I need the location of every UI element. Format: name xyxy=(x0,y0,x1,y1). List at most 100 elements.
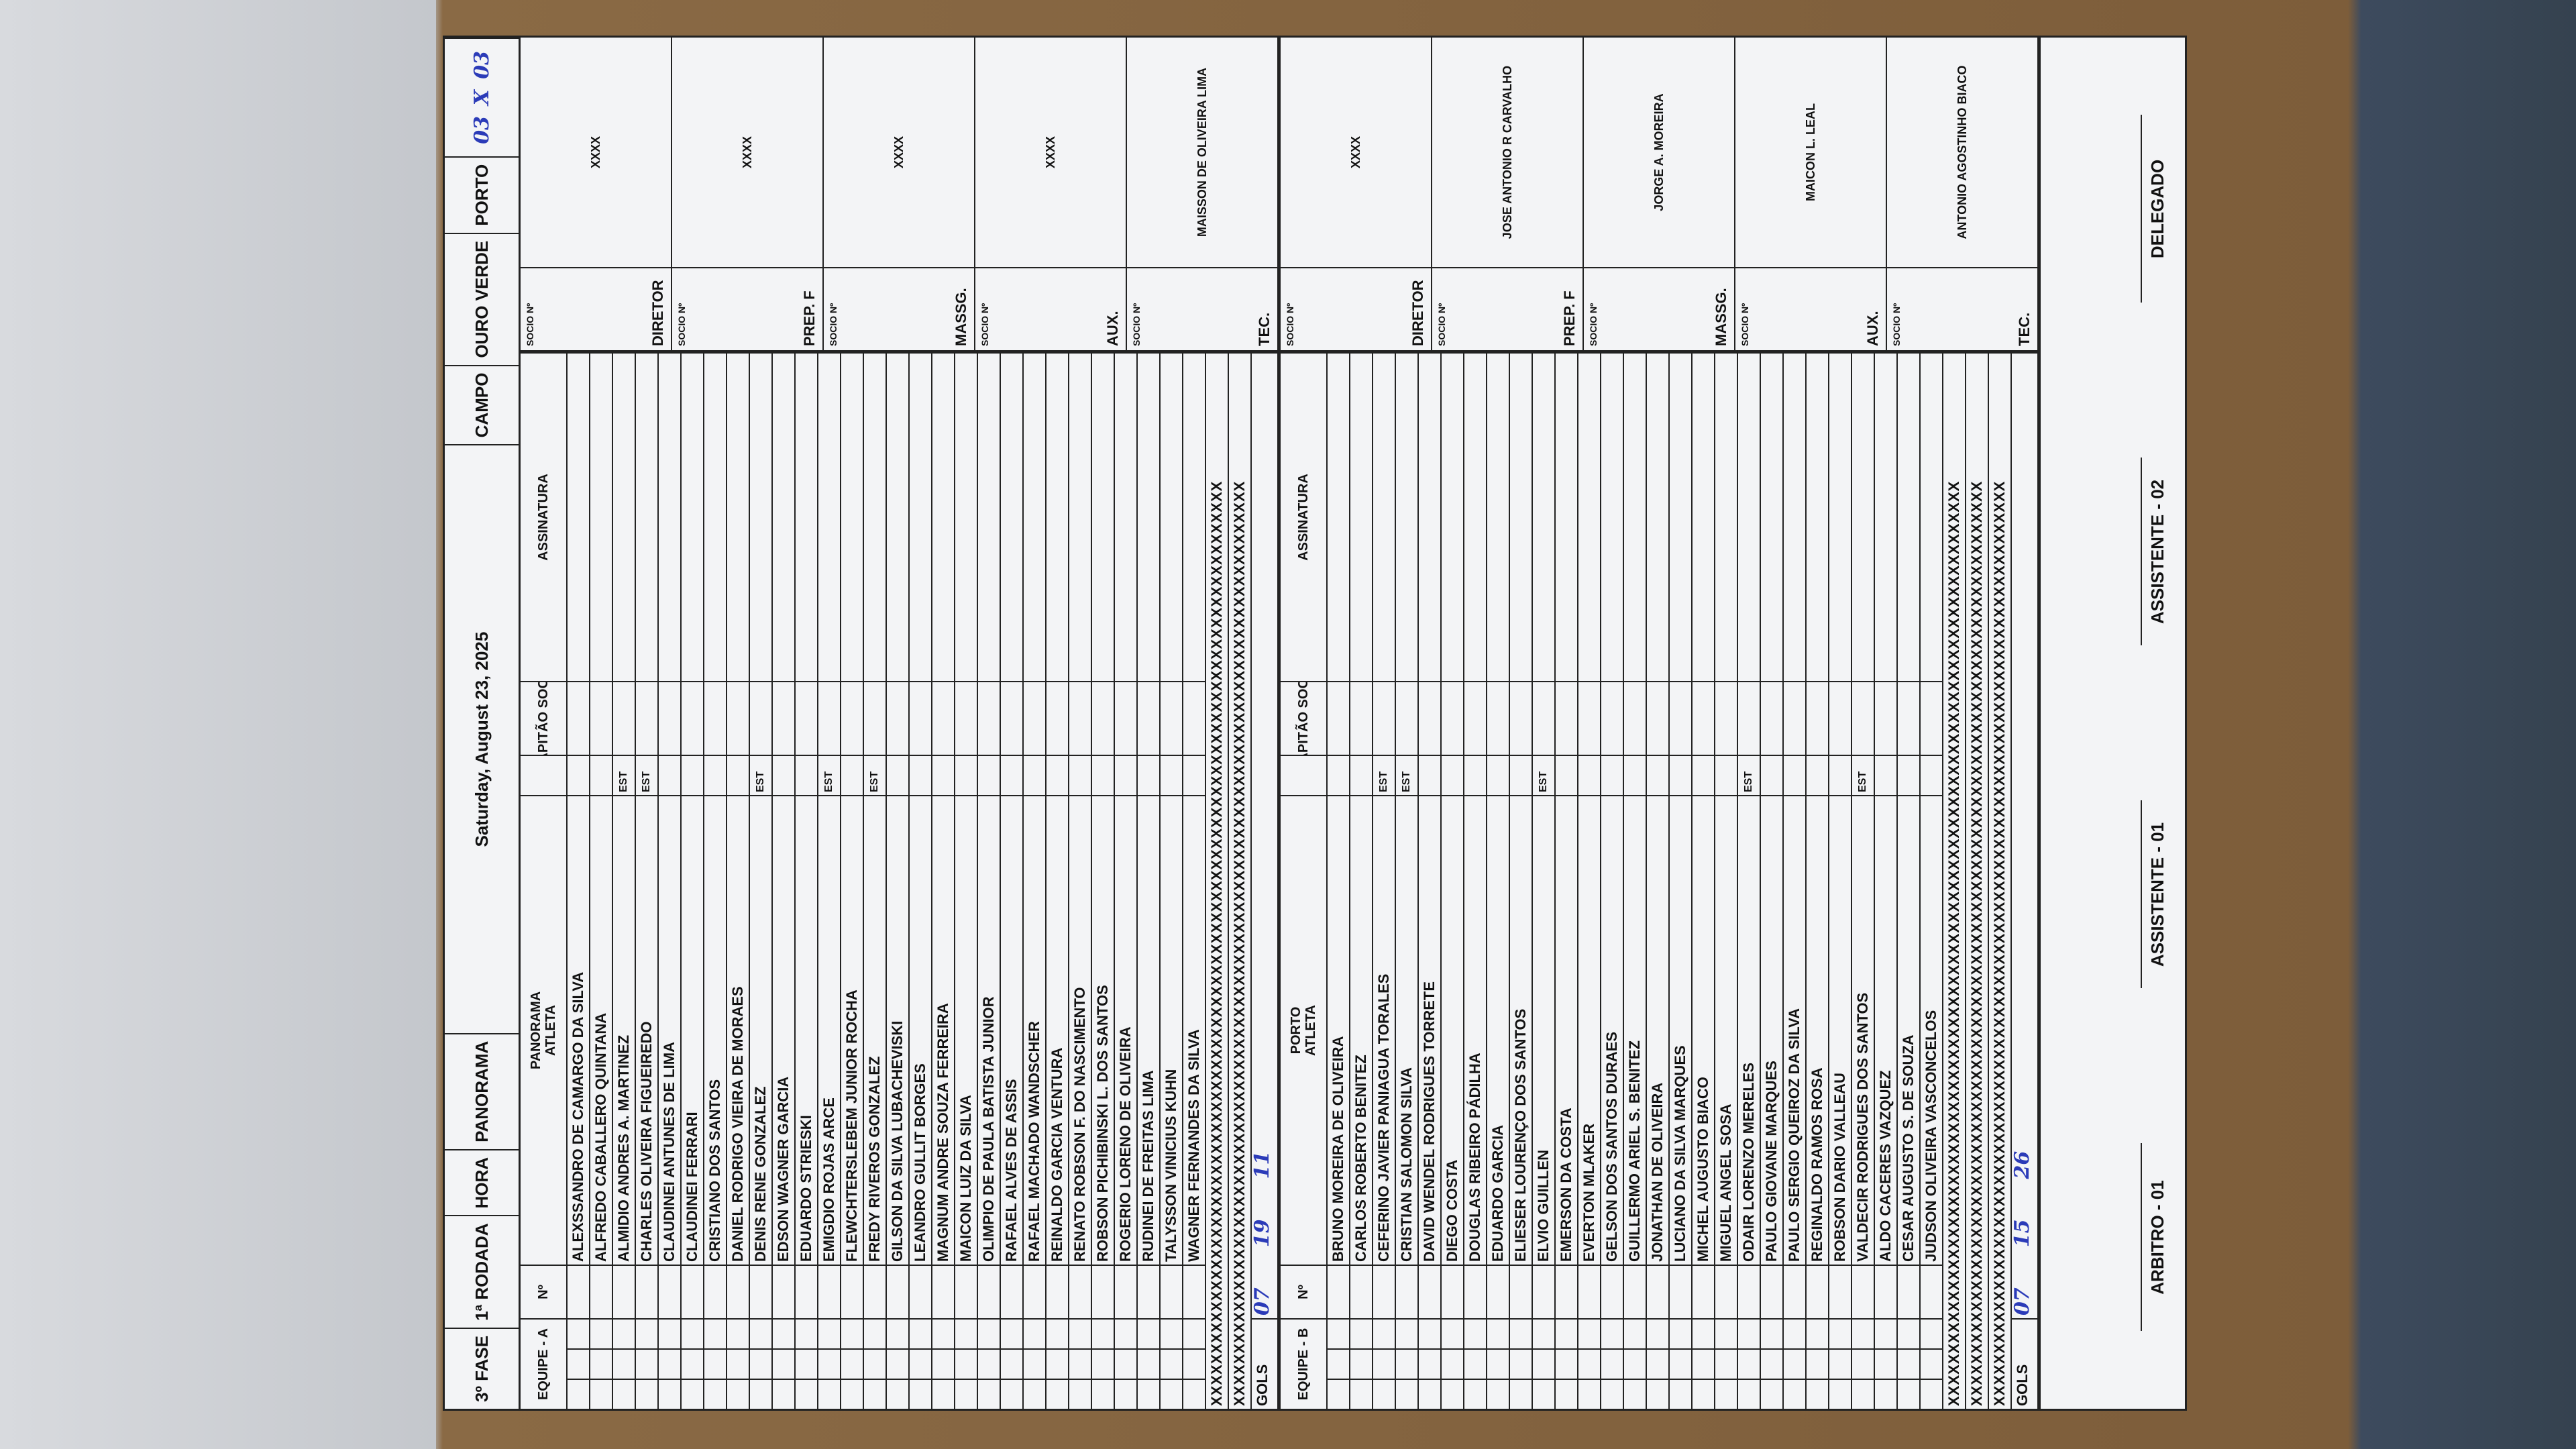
cell-blank xyxy=(1807,755,1828,795)
cell-blank xyxy=(1487,352,1509,681)
player-name: PAULO SERGIO QUEIROZ DA SILVA xyxy=(1784,795,1805,1265)
player-row: BRUNO MOREIRA DE OLIVEIRA xyxy=(1328,352,1350,1409)
cell-blank xyxy=(1852,352,1874,681)
player-est: EST xyxy=(750,755,771,795)
cell-blank xyxy=(1161,1318,1182,1348)
official-label: ARBITRO - 01 xyxy=(2141,1143,2168,1332)
player-row: WAGNER FERNANDES DA SILVA xyxy=(1183,352,1206,1409)
cell-blank xyxy=(841,681,863,755)
cell-blank xyxy=(1875,681,1896,755)
header-team-b: PORTO xyxy=(445,156,519,233)
cell-blank xyxy=(727,1348,749,1379)
player-name: FREDY RIVEROS GONZALEZ xyxy=(864,795,885,1265)
cell-blank xyxy=(1852,1379,1874,1409)
player-row: ALFREDO CABALLERO QUINTANA xyxy=(590,352,613,1409)
cell-blank xyxy=(1024,681,1045,755)
cell-blank xyxy=(1350,681,1372,755)
staff-box: SOCIO Nº AUX. XXXX xyxy=(975,38,1127,350)
cell-blank xyxy=(1138,1379,1159,1409)
player-row: JUDSON OLIVEIRA VASCONCELOS xyxy=(1921,352,1943,1409)
cell-blank xyxy=(1784,1318,1805,1348)
cell-blank xyxy=(1115,1318,1136,1348)
cell-blank xyxy=(1464,681,1486,755)
cell-blank xyxy=(1898,1318,1919,1348)
cell-blank xyxy=(636,352,657,681)
staff-role: MASSG. xyxy=(953,288,969,346)
cell-blank xyxy=(796,352,817,681)
cell-blank xyxy=(1510,1265,1532,1318)
cell-blank xyxy=(636,681,657,755)
cell-blank xyxy=(1601,755,1623,795)
cell-blank xyxy=(1328,1348,1349,1379)
cell-blank xyxy=(1807,1318,1828,1348)
filler-row: XXXXXXXXXXXXXXXXXXXXXXXXXXXXXXXXXXXXXXXX… xyxy=(1206,352,1229,1409)
staff-name: JOSE ANTONIO R CARVALHO xyxy=(1500,65,1514,239)
player-row: ROBSON PICHIBINSKI L. DOS SANTOS xyxy=(1092,352,1115,1409)
player-row: MAGNUM ANDRE SOUZA FERREIRA xyxy=(932,352,955,1409)
socio-label: SOCIO Nº xyxy=(1588,303,1599,346)
cell-blank xyxy=(887,1379,908,1409)
player-row: ELIESER LOURENÇO DOS SANTOS xyxy=(1510,352,1533,1409)
cell-blank xyxy=(659,352,680,681)
cell-blank xyxy=(1350,352,1372,681)
cell-blank xyxy=(978,1379,1000,1409)
cell-blank xyxy=(1670,1379,1691,1409)
cell-blank xyxy=(1046,1348,1068,1379)
cell-blank xyxy=(841,1379,863,1409)
cell-blank xyxy=(1442,1265,1463,1318)
header-date: Saturday, August 23, 2025 xyxy=(445,444,519,1033)
player-name: BRUNO MOREIRA DE OLIVEIRA xyxy=(1328,795,1349,1265)
cell-blank xyxy=(590,681,612,755)
goals-row: GOLS 07 15 26 xyxy=(2012,352,2039,1409)
cell-blank xyxy=(1138,352,1159,681)
goals-value: 26 xyxy=(2012,1150,2034,1179)
staff-role-cell: SOCIO Nº TEC. xyxy=(1887,267,2037,350)
cell-blank xyxy=(659,1379,680,1409)
official: ARBITRO - 01 xyxy=(2141,1066,2188,1409)
filler: XXXXXXXXXXXXXXXXXXXXXXXXXXXXXXXXXXXXXXXX… xyxy=(1966,352,1988,1409)
cell-blank xyxy=(1350,1348,1372,1379)
cell-blank xyxy=(1046,352,1068,681)
staff-name: MAICON L. LEAL xyxy=(1803,103,1817,201)
cell-blank xyxy=(773,352,794,681)
cell-blank xyxy=(1092,755,1114,795)
player-row: ROBSON DARIO VALLEAU xyxy=(1829,352,1852,1409)
cell-blank xyxy=(704,352,726,681)
cell-blank xyxy=(1738,1379,1760,1409)
team-name: PORTO xyxy=(1289,1006,1303,1055)
cell-blank xyxy=(1738,1348,1760,1379)
cell-blank xyxy=(1784,1265,1805,1318)
cell-blank xyxy=(1647,1318,1668,1348)
cell-blank xyxy=(955,681,977,755)
col-captain: CAPITÃO SOCIO xyxy=(1281,681,1326,755)
cell-blank xyxy=(1396,1265,1417,1318)
cell-blank xyxy=(1715,1379,1737,1409)
cell-blank xyxy=(727,755,749,795)
cell-blank xyxy=(1046,1379,1068,1409)
cell-blank xyxy=(1829,681,1851,755)
player-name: JUDSON OLIVEIRA VASCONCELOS xyxy=(1921,795,1942,1265)
player-name: REGINALDO RAMOS ROSA xyxy=(1807,795,1828,1265)
player-est: EST xyxy=(613,755,635,795)
cell-blank xyxy=(1601,1265,1623,1318)
cell-blank xyxy=(1578,1348,1600,1379)
staff-role: DIRETOR xyxy=(649,280,666,346)
player-row: RAFAEL MACHADO WANDSCHER xyxy=(1024,352,1046,1409)
cell-blank xyxy=(818,352,840,681)
player-name: DOUGLAS RIBEIRO PÁDILHA xyxy=(1464,795,1486,1265)
cell-blank xyxy=(1556,755,1577,795)
cell-blank xyxy=(1024,1379,1045,1409)
cell-blank xyxy=(1350,1265,1372,1318)
cell-blank xyxy=(841,755,863,795)
cell-blank xyxy=(1875,1379,1896,1409)
cell-blank xyxy=(1670,352,1691,681)
cell-blank xyxy=(727,1318,749,1348)
cell-blank xyxy=(932,1318,954,1348)
player-name: RAFAEL MACHADO WANDSCHER xyxy=(1024,795,1045,1265)
cell-blank xyxy=(590,1265,612,1318)
cell-blank xyxy=(704,681,726,755)
cell-blank xyxy=(1069,1348,1091,1379)
cell-blank xyxy=(887,1265,908,1318)
cell-blank xyxy=(636,1348,657,1379)
